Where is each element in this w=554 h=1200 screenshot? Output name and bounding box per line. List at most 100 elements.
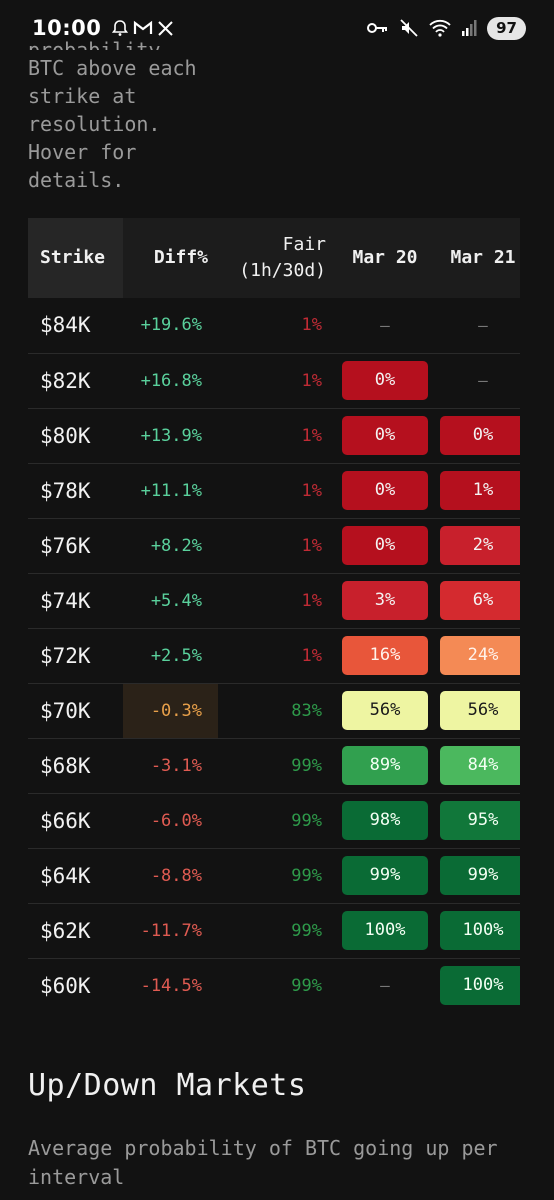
probability-pill[interactable]: 1%	[440, 471, 520, 510]
table-row: $78K +11.1% 1% 0% 1%	[28, 463, 520, 518]
probability-pill[interactable]: 16%	[342, 636, 428, 675]
table-row: $72K +2.5% 1% 16% 24%	[28, 628, 520, 683]
probability-pill[interactable]: 0%	[440, 416, 520, 455]
fair-value: 1%	[301, 535, 322, 556]
table-row: $82K +16.8% 1% 0% —	[28, 353, 520, 408]
cell-date-1: 0%	[336, 353, 434, 408]
table-row: $62K -11.7% 99% 100% 100%	[28, 903, 520, 958]
wifi-icon	[429, 19, 451, 37]
fair-value: 83%	[291, 700, 322, 721]
fair-value: 1%	[301, 590, 322, 611]
probability-pill[interactable]: 99%	[440, 856, 520, 895]
probability-pill[interactable]: 0%	[342, 416, 428, 455]
diff-value: -14.5%	[140, 975, 202, 996]
strike-value: $60K	[40, 973, 91, 998]
cell-date-1: 89%	[336, 738, 434, 793]
table-row: $68K -3.1% 99% 89% 84%	[28, 738, 520, 793]
diff-value: +19.6%	[140, 315, 202, 336]
cell-date-1: 16%	[336, 628, 434, 683]
intro-text: BTC above each strike at resolution. Hov…	[28, 54, 328, 194]
diff-value: -3.1%	[150, 755, 202, 776]
probability-pill[interactable]: 24%	[440, 636, 520, 675]
diff-value: -11.7%	[140, 920, 202, 941]
strike-value: $68K	[40, 753, 91, 778]
probability-pill[interactable]: 89%	[342, 746, 428, 785]
cell-date-2: —	[434, 298, 520, 353]
x-icon	[158, 20, 174, 36]
cell-date-2: 56%	[434, 683, 520, 738]
fair-value: 1%	[301, 480, 322, 501]
probability-pill[interactable]: 56%	[342, 691, 428, 730]
probability-pill[interactable]: 100%	[342, 911, 428, 950]
diff-value: +11.1%	[140, 480, 202, 501]
fair-value: 99%	[291, 920, 322, 941]
status-bar-left: 10:00	[32, 16, 174, 40]
intro-cut-line: probability	[28, 30, 168, 50]
empty-value: —	[478, 371, 488, 390]
table-row: $60K -14.5% 99% — 100%	[28, 958, 520, 1013]
header-fair-line1: Fair	[282, 234, 326, 255]
diff-value: -6.0%	[150, 810, 202, 831]
fair-value: 1%	[301, 315, 322, 336]
updown-description: Average probability of BTC going up per …	[28, 1136, 498, 1189]
probability-pill[interactable]: 95%	[440, 801, 520, 840]
header-date-2: Mar 21	[450, 247, 516, 268]
cell-date-2: 100%	[434, 958, 520, 1013]
header-diff: Diff%	[153, 247, 208, 268]
cell-date-2: 1%	[434, 463, 520, 518]
probability-pill[interactable]: 56%	[440, 691, 520, 730]
intro-cut-text: probability	[28, 38, 161, 50]
fair-value: 1%	[301, 645, 322, 666]
fair-value: 1%	[301, 425, 322, 446]
table-header-row: Strike Diff% Fair (1h/30d) Mar 20 Mar 21	[28, 218, 520, 298]
probability-pill[interactable]: 100%	[440, 966, 520, 1005]
strike-value: $74K	[40, 588, 91, 613]
strike-table-scroll[interactable]: Strike Diff% Fair (1h/30d) Mar 20 Mar 21…	[28, 218, 520, 1013]
probability-pill[interactable]: 0%	[342, 361, 428, 400]
probability-pill[interactable]: 100%	[440, 911, 520, 950]
probability-pill[interactable]: 84%	[440, 746, 520, 785]
cell-date-1: 98%	[336, 793, 434, 848]
status-bar: 10:00 97	[0, 0, 554, 56]
strike-value: $84K	[40, 313, 91, 338]
strike-value: $72K	[40, 643, 91, 668]
battery-indicator: 97	[487, 16, 526, 40]
fair-value: 99%	[291, 810, 322, 831]
cell-date-1: 0%	[336, 463, 434, 518]
probability-pill[interactable]: 0%	[342, 526, 428, 565]
header-strike: Strike	[28, 218, 123, 298]
probability-pill[interactable]: 98%	[342, 801, 428, 840]
strike-value: $80K	[40, 423, 91, 448]
empty-value: —	[478, 315, 488, 335]
cell-date-2: 0%	[434, 408, 520, 463]
cell-date-1: 3%	[336, 573, 434, 628]
probability-pill[interactable]: 3%	[342, 581, 428, 620]
status-time: 10:00	[32, 16, 102, 40]
strike-value: $70K	[40, 698, 91, 723]
intro-line-4: Hover for	[28, 140, 137, 164]
probability-pill[interactable]: 2%	[440, 526, 520, 565]
empty-value: —	[380, 976, 390, 995]
probability-pill[interactable]: 0%	[342, 471, 428, 510]
table-row: $76K +8.2% 1% 0% 2%	[28, 518, 520, 573]
updown-title: Up/Down Markets	[28, 1068, 307, 1103]
strike-value: $78K	[40, 478, 91, 503]
header-fair-line2: (1h/30d)	[239, 260, 326, 281]
cell-date-2: 6%	[434, 573, 520, 628]
table-row: $84K +19.6% 1% — —	[28, 298, 520, 353]
probability-pill[interactable]: 6%	[440, 581, 520, 620]
table-row: $66K -6.0% 99% 98% 95%	[28, 793, 520, 848]
cell-date-2: 100%	[434, 903, 520, 958]
cell-date-1: 0%	[336, 518, 434, 573]
cell-date-2: 84%	[434, 738, 520, 793]
status-bar-right: 97	[367, 16, 526, 40]
table-body: $84K +19.6% 1% — — $82K +16.8% 1% 0% — $80K +13.9% 1…	[28, 298, 520, 1013]
fair-value: 99%	[291, 975, 322, 996]
cell-date-1: 56%	[336, 683, 434, 738]
cell-date-1: —	[336, 958, 434, 1013]
header-date-1: Mar 20	[352, 247, 418, 268]
intro-line-1: BTC above each	[28, 56, 197, 80]
empty-value: —	[380, 315, 390, 335]
signal-icon	[462, 20, 477, 36]
probability-pill[interactable]: 99%	[342, 856, 428, 895]
